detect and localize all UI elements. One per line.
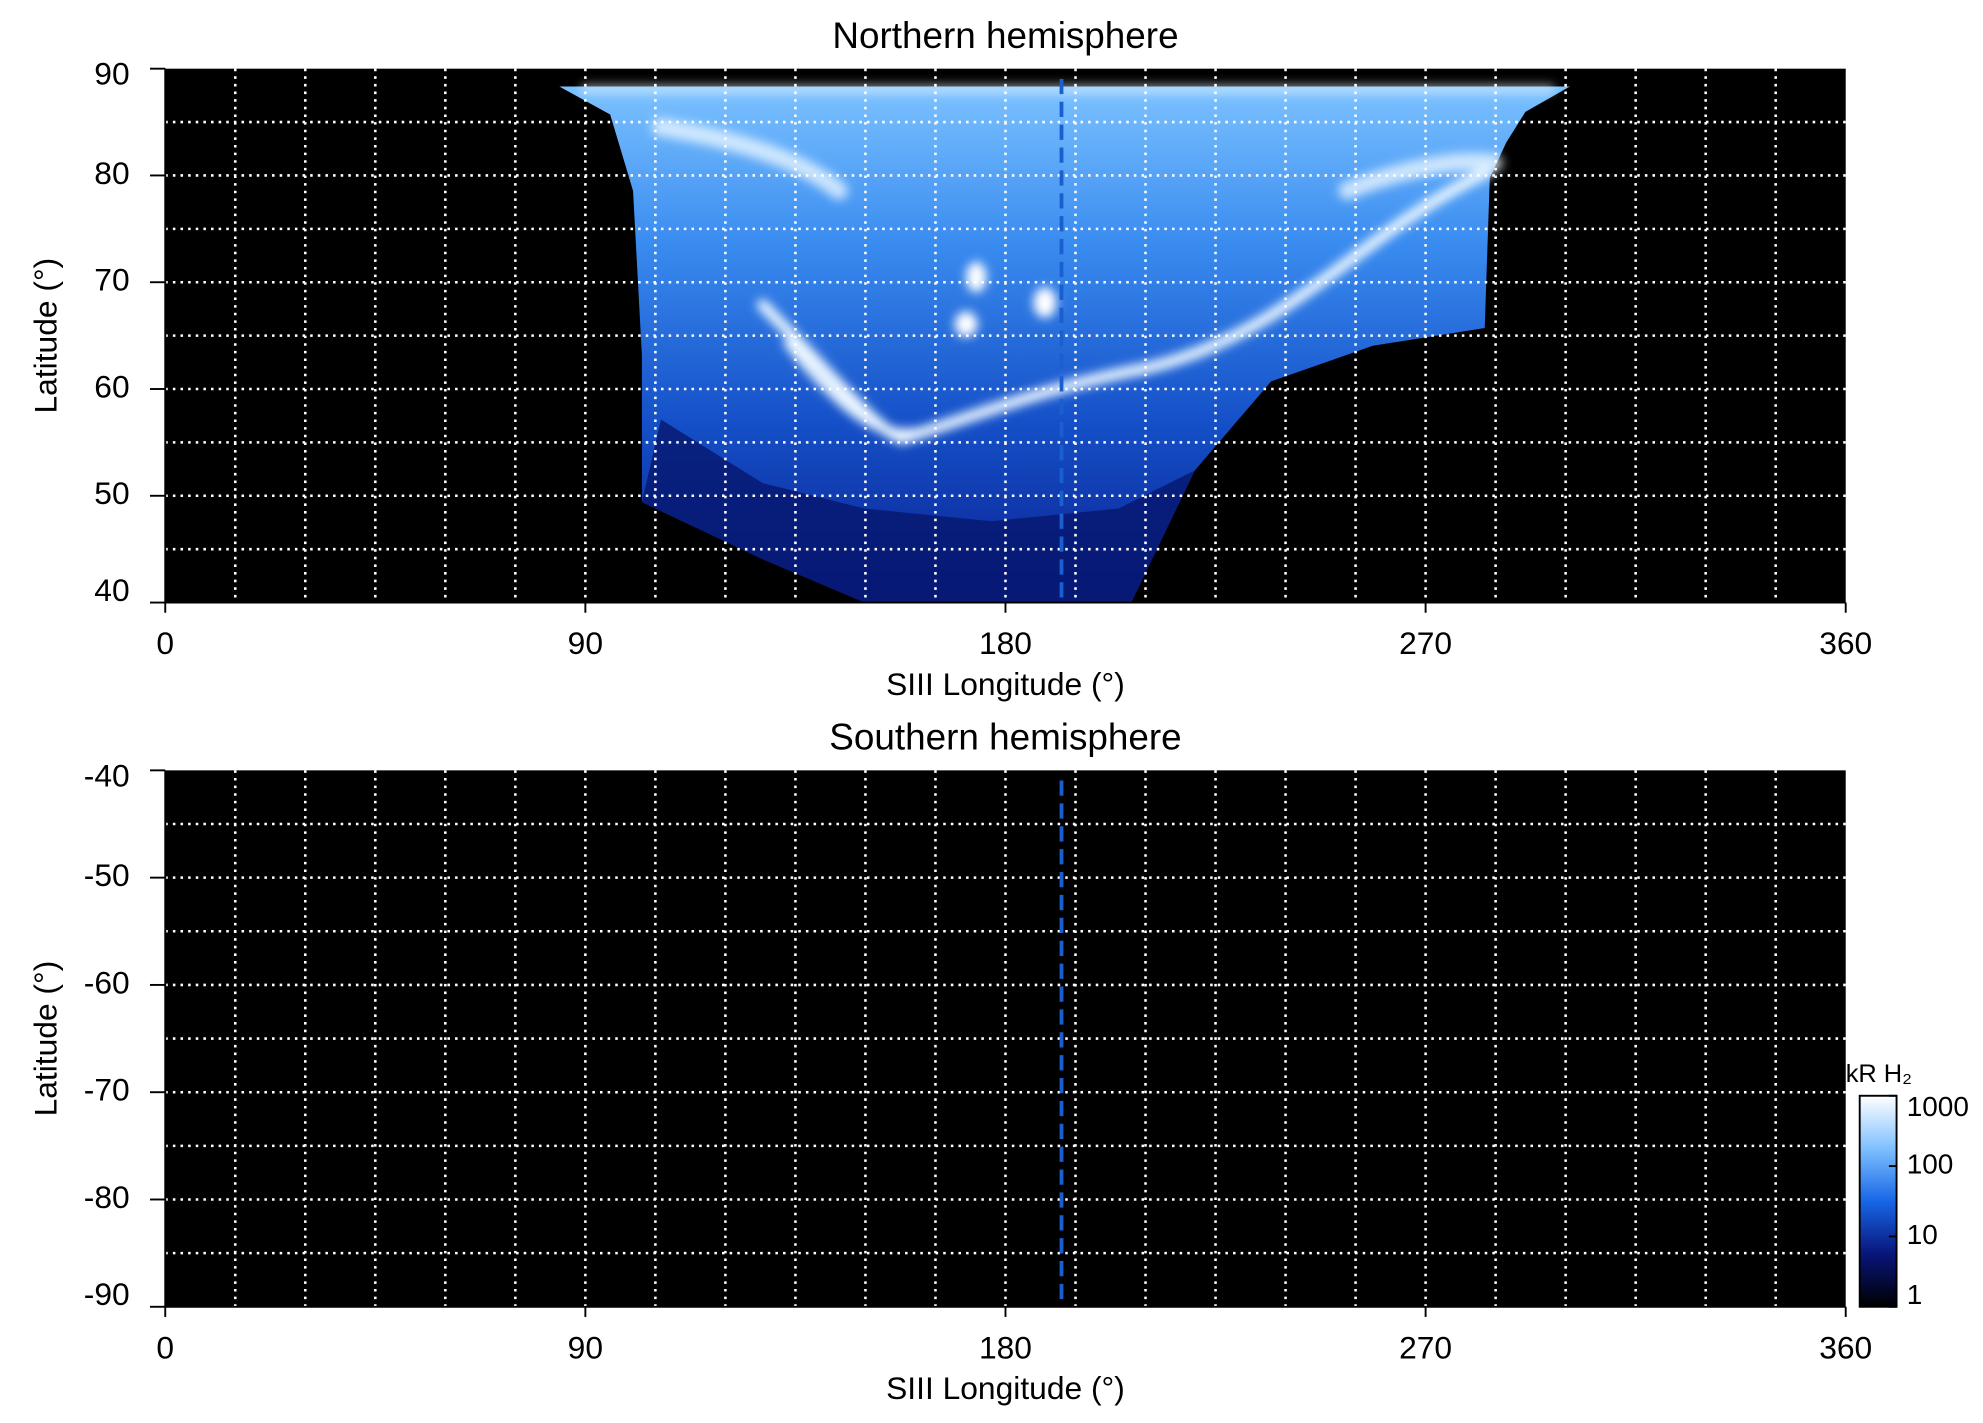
colorbar-tick-label: 1000: [1907, 1091, 1969, 1122]
colorbar-label: kR H₂: [1846, 1060, 1912, 1088]
x-axis-label: SIII Longitude (°): [886, 666, 1125, 702]
y-tick-label: 60: [94, 368, 129, 404]
colorbar-tick-label: 100: [1907, 1148, 1954, 1179]
chart-title: Southern hemisphere: [829, 717, 1181, 758]
colorbar-tick-label: 10: [1907, 1219, 1938, 1250]
y-axis-label: Latitude (°): [28, 961, 64, 1117]
colorbar: [1858, 1094, 1898, 1308]
x-tick-label: 270: [1399, 1329, 1452, 1365]
x-tick-label: 0: [156, 625, 174, 661]
y-tick-label: -80: [84, 1179, 130, 1215]
x-tick-label: 90: [568, 625, 603, 661]
y-tick-label: -60: [84, 964, 130, 1000]
y-tick-label: -90: [84, 1276, 130, 1312]
y-tick-label: 50: [94, 475, 129, 511]
y-tick-label: -50: [84, 857, 130, 893]
x-tick-label: 90: [568, 1329, 603, 1365]
x-axis-label: SIII Longitude (°): [886, 1370, 1125, 1406]
y-tick-label: -40: [84, 757, 130, 793]
y-tick-label: 40: [94, 572, 129, 608]
y-tick-label: -70: [84, 1072, 130, 1108]
aurora-image: [559, 85, 1570, 603]
y-axis-label: Latitude (°): [28, 258, 64, 414]
x-tick-label: 180: [979, 625, 1032, 661]
x-tick-label: 360: [1819, 1329, 1872, 1365]
y-tick-label: 90: [94, 56, 129, 92]
chart-title: Northern hemisphere: [832, 15, 1178, 56]
x-tick-label: 0: [156, 1329, 174, 1365]
colorbar-tick-label: 1: [1907, 1279, 1923, 1310]
y-tick-label: 80: [94, 155, 129, 191]
x-tick-label: 270: [1399, 625, 1452, 661]
x-tick-label: 180: [979, 1329, 1032, 1365]
y-tick-label: 70: [94, 262, 129, 298]
x-tick-label: 360: [1819, 625, 1872, 661]
